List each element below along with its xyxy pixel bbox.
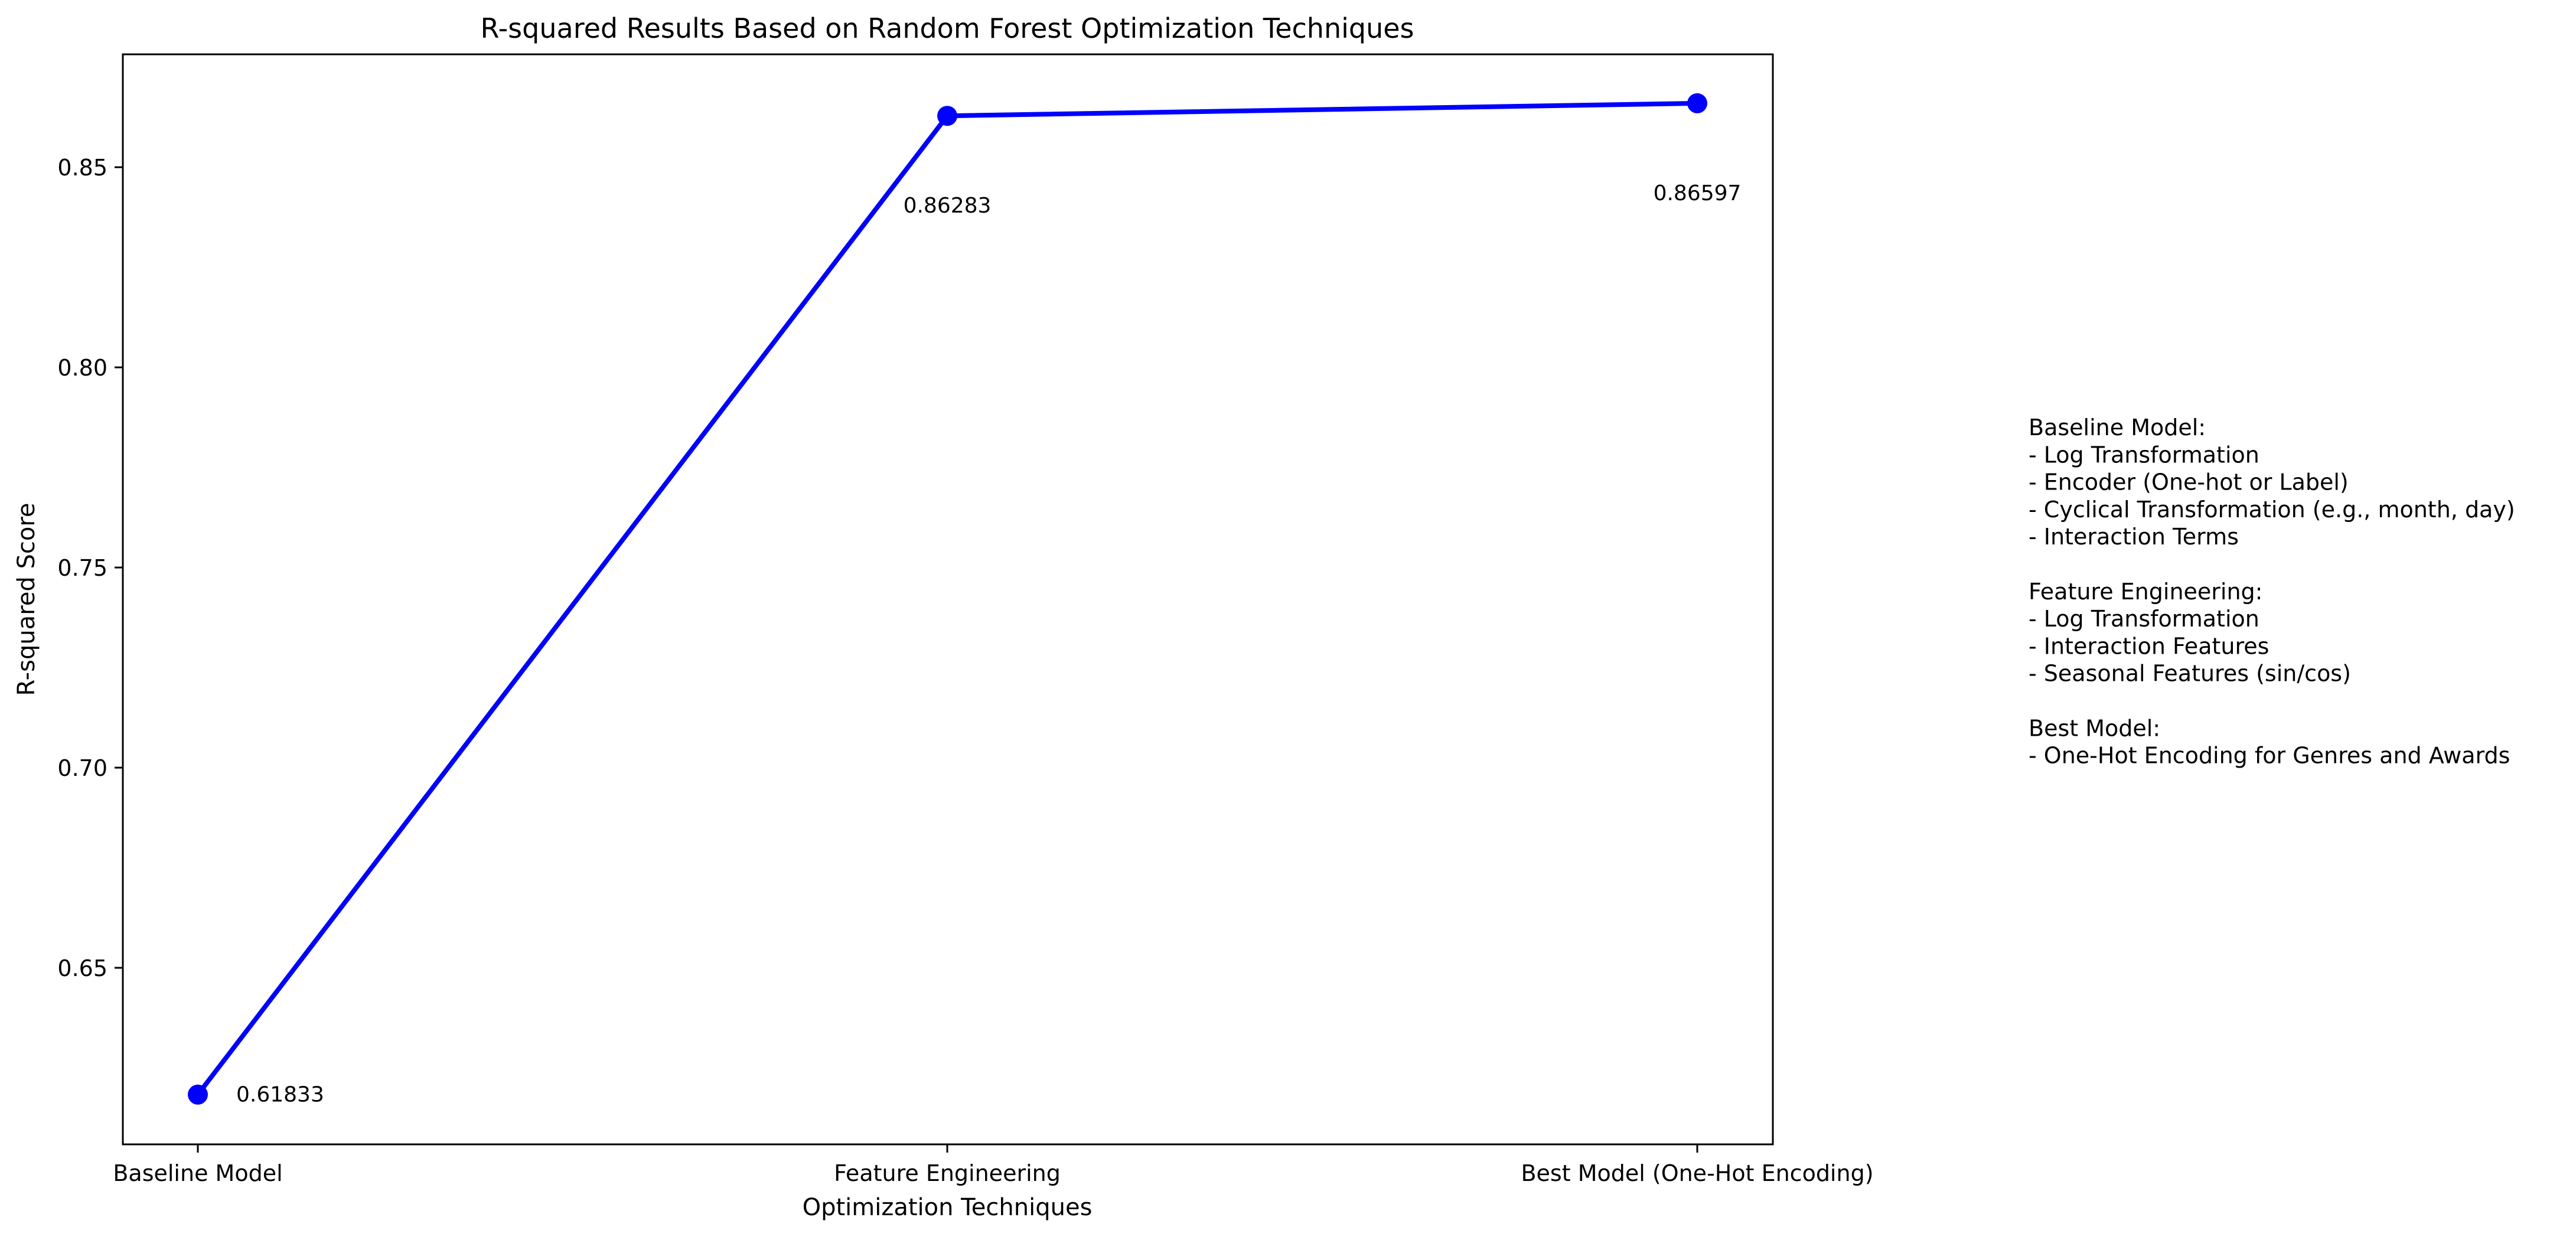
annotation-line: Baseline Model: (2029, 415, 2206, 440)
annotation-line: - Cyclical Transformation (e.g., month, … (2029, 497, 2515, 523)
x-tick-label: Baseline Model (113, 1160, 282, 1186)
annotation-line: Feature Engineering: (2029, 579, 2262, 605)
annotation-line: - Seasonal Features (sin/cos) (2029, 661, 2351, 687)
annotation-line: - Interaction Terms (2029, 524, 2239, 550)
y-tick-label: 0.75 (57, 555, 107, 581)
y-axis: 0.65 0.70 0.75 0.80 0.85 (57, 155, 123, 981)
x-axis: Baseline Model Feature Engineering Best Mo… (113, 1144, 1874, 1186)
x-axis-label: Optimization Techniques (803, 1194, 1093, 1221)
x-tick-label: Feature Engineering (834, 1160, 1061, 1186)
annotation-line: - Encoder (One-hot or Label) (2029, 469, 2349, 495)
data-label: 0.61833 (236, 1083, 324, 1107)
y-tick-label: 0.65 (57, 955, 107, 981)
chart-title: R-squared Results Based on Random Forest… (480, 12, 1414, 44)
data-point (1687, 93, 1707, 113)
data-label: 0.86597 (1654, 181, 1742, 205)
methods-annotation: Baseline Model:- Log Transformation- Enc… (2029, 415, 2515, 769)
annotation-line: Best Model: (2029, 715, 2160, 741)
series-group: 0.61833 0.86283 0.86597 (188, 93, 1741, 1107)
y-tick-label: 0.80 (57, 355, 107, 381)
annotation-line: - Log Transformation (2029, 606, 2259, 632)
annotation-line: - One-Hot Encoding for Genres and Awards (2029, 743, 2510, 769)
y-axis-label: R-squared Score (13, 502, 40, 696)
data-label: 0.86283 (904, 194, 992, 218)
x-tick-label: Best Model (One-Hot Encoding) (1521, 1160, 1873, 1186)
y-tick-label: 0.70 (57, 755, 107, 781)
data-point (188, 1084, 208, 1105)
data-point (937, 106, 957, 126)
annotation-line: - Interaction Features (2029, 633, 2269, 659)
y-tick-label: 0.85 (57, 155, 107, 181)
annotation-line: - Log Transformation (2029, 442, 2259, 468)
